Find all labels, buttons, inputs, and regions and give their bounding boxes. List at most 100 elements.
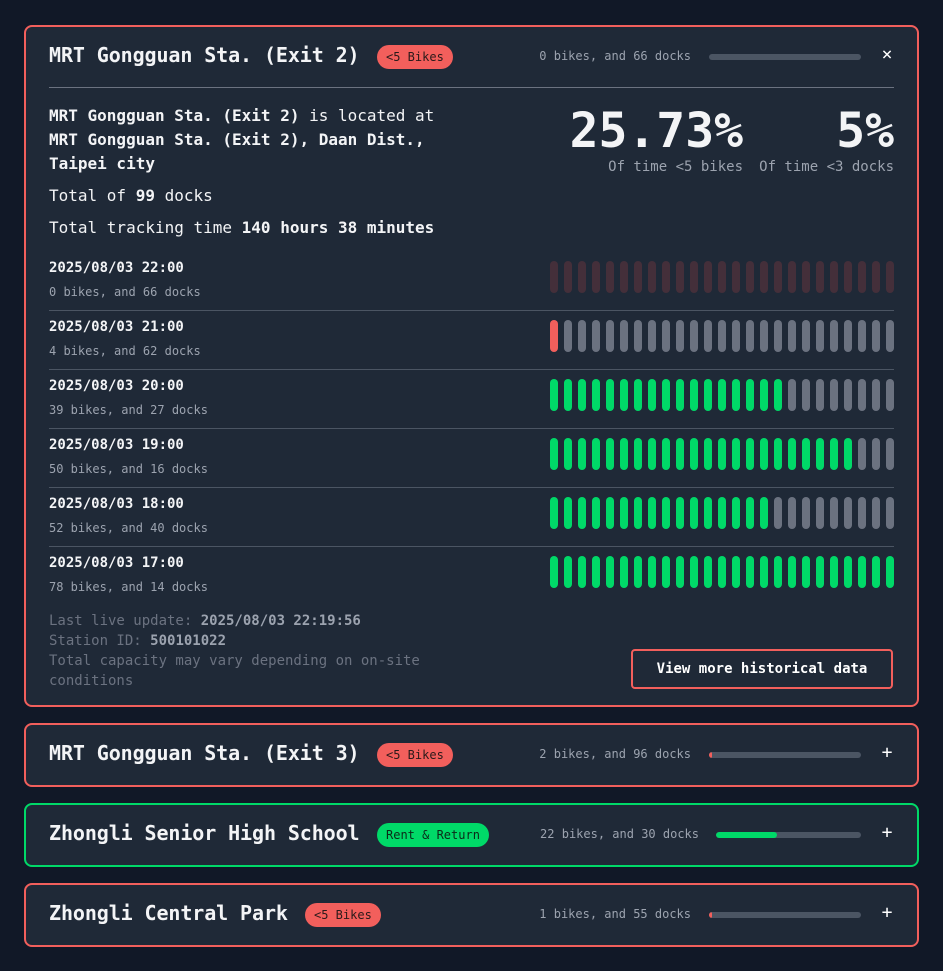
stat-low-docks: 5% Of time <3 docks <box>759 105 894 175</box>
availability-summary: 22 bikes, and 30 docks <box>540 827 699 841</box>
capacity-bar-segment <box>620 497 628 529</box>
capacity-bar-segment <box>816 379 824 411</box>
capacity-bar-segment <box>662 556 670 588</box>
capacity-bar-segment <box>620 438 628 470</box>
capacity-bar-segment <box>690 556 698 588</box>
expand-icon[interactable]: + <box>881 822 893 843</box>
history-bars <box>550 497 894 529</box>
capacity-bar-segment <box>830 320 838 352</box>
capacity-bar-segment <box>830 261 838 293</box>
expand-icon[interactable]: + <box>881 742 893 763</box>
capacity-bar-segment <box>648 497 656 529</box>
capacity-bar-segment <box>592 379 600 411</box>
capacity-bar-segment <box>760 379 768 411</box>
capacity-bar-segment <box>718 556 726 588</box>
docks-prefix: Total of <box>49 186 136 205</box>
capacity-bar-segment <box>816 556 824 588</box>
capacity-bar-segment <box>550 379 558 411</box>
capacity-bar-segment <box>718 379 726 411</box>
capacity-bar-segment <box>830 497 838 529</box>
capacity-bar-segment <box>802 379 810 411</box>
capacity-bar-segment <box>746 261 754 293</box>
desc-name: MRT Gongguan Sta. (Exit 2) <box>49 106 300 125</box>
station-card-expanded: MRT Gongguan Sta. (Exit 2) <5 Bikes 0 bi… <box>24 25 919 707</box>
history-summary: 0 bikes, and 66 docks <box>49 285 201 299</box>
capacity-bar-segment <box>690 438 698 470</box>
capacity-bar-segment <box>788 379 796 411</box>
capacity-bar-segment <box>606 497 614 529</box>
capacity-bar-segment <box>704 379 712 411</box>
capacity-bar-segment <box>578 438 586 470</box>
availability-bar <box>709 912 861 918</box>
capacity-bar-segment <box>634 320 642 352</box>
station-name: MRT Gongguan Sta. (Exit 3) <box>49 741 360 765</box>
capacity-bar-segment <box>662 261 670 293</box>
station-card[interactable]: Zhongli Central Park <5 Bikes 1 bikes, a… <box>24 883 919 947</box>
capacity-bar-segment <box>802 320 810 352</box>
capacity-bar-segment <box>816 320 824 352</box>
capacity-bar-segment <box>774 379 782 411</box>
capacity-bar-segment <box>872 438 880 470</box>
capacity-bar-segment <box>816 261 824 293</box>
capacity-bar-segment <box>732 556 740 588</box>
update-value: 2025/08/03 22:19:56 <box>200 613 361 629</box>
capacity-bar-segment <box>886 261 894 293</box>
capacity-bar-segment <box>662 438 670 470</box>
capacity-bar-segment <box>858 556 866 588</box>
footer-info: Last live update: 2025/08/03 22:19:56 St… <box>49 611 449 691</box>
capacity-bar-segment <box>844 438 852 470</box>
capacity-bar-segment <box>592 556 600 588</box>
capacity-bar-segment <box>676 320 684 352</box>
capacity-bar-segment <box>732 379 740 411</box>
station-card[interactable]: Zhongli Senior High School Rent & Return… <box>24 803 919 867</box>
capacity-bar-segment <box>662 497 670 529</box>
capacity-bar-segment <box>704 438 712 470</box>
divider <box>49 87 894 88</box>
view-history-button[interactable]: View more historical data <box>631 649 893 689</box>
status-badge: <5 Bikes <box>377 743 453 767</box>
docks-suffix: docks <box>154 186 213 205</box>
capacity-bar-segment <box>634 379 642 411</box>
capacity-bar-segment <box>802 438 810 470</box>
close-icon[interactable]: × <box>881 44 893 65</box>
capacity-bar-segment <box>704 320 712 352</box>
capacity-bar-segment <box>760 438 768 470</box>
capacity-bar-segment <box>774 438 782 470</box>
expand-icon[interactable]: + <box>881 902 893 923</box>
capacity-bar-segment <box>844 556 852 588</box>
capacity-bar-segment <box>816 438 824 470</box>
capacity-bar-segment <box>620 556 628 588</box>
update-label: Last live update: <box>49 613 201 629</box>
history-summary: 78 bikes, and 14 docks <box>49 580 208 594</box>
capacity-bar-segment <box>704 497 712 529</box>
history-time: 2025/08/03 21:00 <box>49 319 184 335</box>
history-bars <box>550 556 894 588</box>
capacity-bar-segment <box>634 438 642 470</box>
station-card[interactable]: MRT Gongguan Sta. (Exit 3) <5 Bikes 2 bi… <box>24 723 919 787</box>
history-row: 2025/08/03 19:00 50 bikes, and 16 docks <box>49 429 894 488</box>
stat-label: Of time <3 docks <box>759 159 894 175</box>
capacity-bar-segment <box>550 438 558 470</box>
history-summary: 50 bikes, and 16 docks <box>49 462 208 476</box>
history-summary: 4 bikes, and 62 docks <box>49 344 201 358</box>
capacity-bar-segment <box>578 320 586 352</box>
capacity-bar-segment <box>564 261 572 293</box>
card-header[interactable]: MRT Gongguan Sta. (Exit 2) <5 Bikes 0 bi… <box>26 27 917 87</box>
capacity-bar-segment <box>774 497 782 529</box>
capacity-bar-segment <box>872 497 880 529</box>
capacity-bar-segment <box>606 379 614 411</box>
station-name: Zhongli Central Park <box>49 901 288 925</box>
capacity-bar-segment <box>564 320 572 352</box>
capacity-bar-segment <box>760 320 768 352</box>
capacity-bar-segment <box>774 320 782 352</box>
capacity-bar-segment <box>676 556 684 588</box>
desc-located: is located at <box>299 106 435 125</box>
capacity-bar-segment <box>564 556 572 588</box>
capacity-bar-segment <box>858 379 866 411</box>
station-info: MRT Gongguan Sta. (Exit 2) is located at… <box>49 104 469 248</box>
availability-summary: 2 bikes, and 96 docks <box>539 747 691 761</box>
stat-low-bikes: 25.73% Of time <5 bikes <box>570 105 743 175</box>
capacity-bar-segment <box>886 556 894 588</box>
capacity-bar-segment <box>606 320 614 352</box>
capacity-bar-segment <box>774 556 782 588</box>
